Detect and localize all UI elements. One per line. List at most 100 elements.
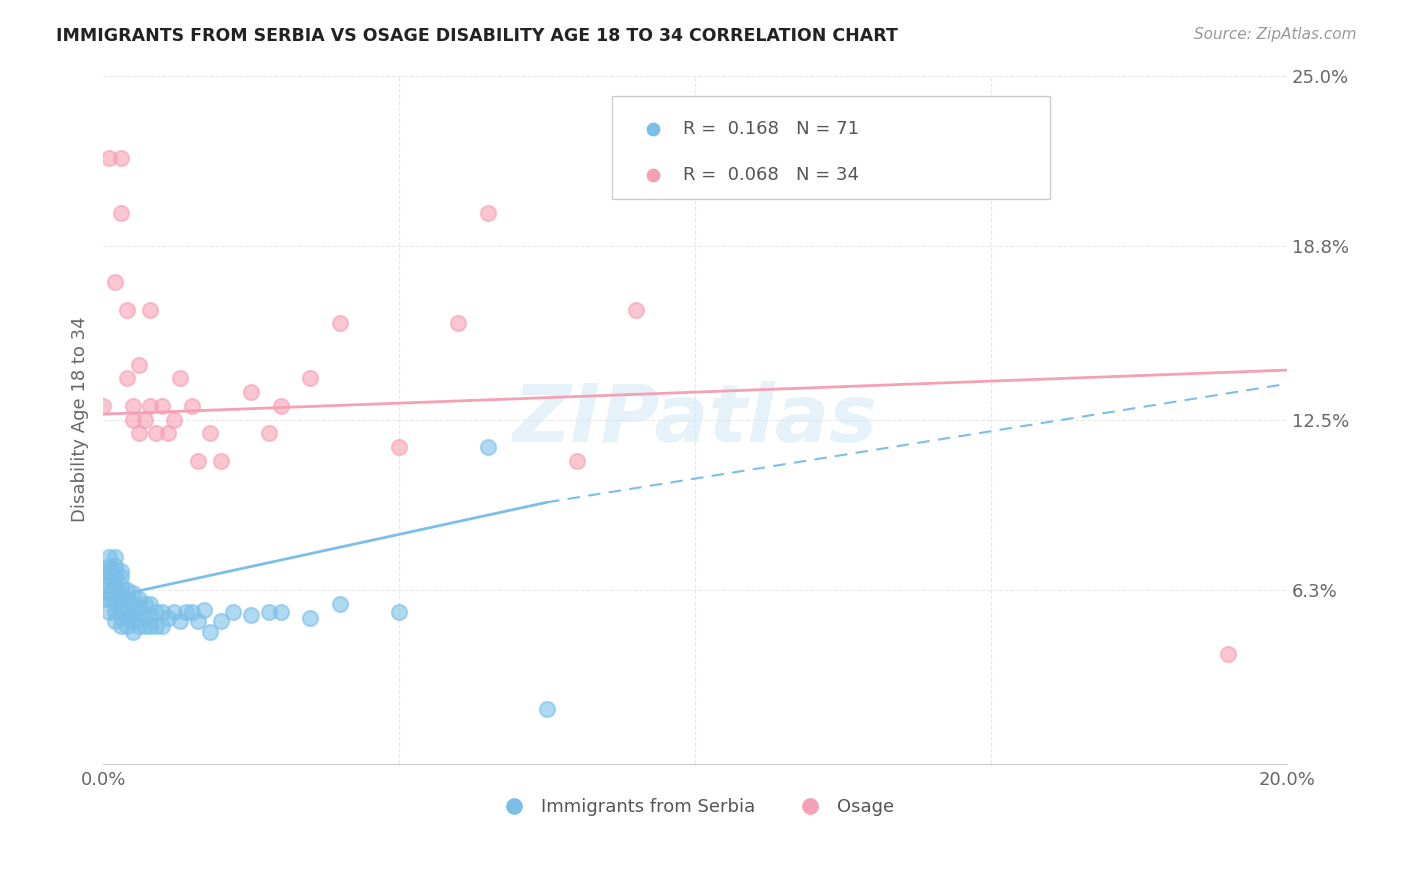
Point: [121, 624, 143, 639]
Point: [128, 426, 150, 441]
Point: [150, 619, 173, 633]
Point: [110, 594, 132, 608]
Point: [98, 606, 121, 620]
Point: [134, 412, 156, 426]
Point: [257, 606, 280, 620]
Point: [150, 606, 173, 620]
Point: [98, 578, 121, 592]
Point: [121, 586, 143, 600]
Point: [150, 399, 173, 413]
Point: [187, 454, 209, 468]
Point: [104, 550, 127, 565]
Point: [145, 606, 167, 620]
Point: [134, 619, 156, 633]
Point: [115, 371, 138, 385]
Point: [240, 385, 263, 400]
Point: [91, 591, 114, 606]
Point: [128, 358, 150, 372]
Point: [139, 608, 162, 623]
Point: [198, 426, 221, 441]
Point: [270, 399, 292, 413]
Point: [139, 302, 162, 317]
Point: [110, 569, 132, 583]
Point: [128, 619, 150, 633]
Point: [104, 275, 127, 289]
Point: [169, 371, 191, 385]
Point: [110, 602, 132, 616]
Point: [121, 412, 143, 426]
Point: [565, 454, 588, 468]
Point: [180, 399, 202, 413]
Text: R =  0.168   N = 71: R = 0.168 N = 71: [683, 120, 859, 138]
Point: [134, 611, 156, 625]
Point: [121, 606, 143, 620]
Point: [104, 597, 127, 611]
Point: [187, 614, 209, 628]
Point: [270, 606, 292, 620]
Point: [180, 606, 202, 620]
Point: [299, 611, 322, 625]
Point: [211, 454, 233, 468]
Point: [477, 440, 499, 454]
Point: [98, 558, 121, 573]
Point: [91, 564, 114, 578]
Point: [110, 578, 132, 592]
Point: [128, 611, 150, 625]
Point: [388, 606, 411, 620]
Point: [115, 302, 138, 317]
Point: [240, 608, 263, 623]
Point: [145, 619, 167, 633]
Point: [157, 426, 180, 441]
Point: [388, 440, 411, 454]
Point: [145, 426, 167, 441]
Point: [91, 399, 114, 413]
Point: [110, 564, 132, 578]
Point: [299, 371, 322, 385]
Point: [104, 591, 127, 606]
Point: [104, 606, 127, 620]
Point: [98, 591, 121, 606]
Point: [115, 611, 138, 625]
Point: [1216, 647, 1239, 661]
Text: R =  0.068   N = 34: R = 0.068 N = 34: [683, 166, 859, 185]
Point: [329, 316, 352, 330]
Point: [169, 614, 191, 628]
Point: [104, 578, 127, 592]
Point: [115, 602, 138, 616]
Point: [110, 151, 132, 165]
Point: [477, 206, 499, 220]
Point: [104, 558, 127, 573]
Point: [139, 619, 162, 633]
Point: [98, 151, 121, 165]
Point: [91, 578, 114, 592]
Point: [104, 564, 127, 578]
Text: ZIPatlas: ZIPatlas: [512, 381, 877, 458]
Text: IMMIGRANTS FROM SERBIA VS OSAGE DISABILITY AGE 18 TO 34 CORRELATION CHART: IMMIGRANTS FROM SERBIA VS OSAGE DISABILI…: [56, 27, 898, 45]
Point: [128, 599, 150, 614]
Point: [98, 564, 121, 578]
Point: [193, 602, 215, 616]
Point: [115, 583, 138, 598]
Point: [447, 316, 470, 330]
Point: [157, 611, 180, 625]
Point: [115, 591, 138, 606]
Point: [104, 569, 127, 583]
Point: [536, 702, 558, 716]
Point: [110, 586, 132, 600]
Point: [121, 597, 143, 611]
Point: [163, 412, 186, 426]
Point: [121, 614, 143, 628]
Legend: Immigrants from Serbia, Osage: Immigrants from Serbia, Osage: [489, 791, 901, 823]
Point: [98, 586, 121, 600]
Point: [624, 302, 647, 317]
Point: [163, 606, 186, 620]
Point: [98, 569, 121, 583]
Point: [128, 591, 150, 606]
Point: [110, 619, 132, 633]
FancyBboxPatch shape: [612, 96, 1050, 200]
Point: [110, 206, 132, 220]
Point: [134, 597, 156, 611]
Point: [198, 624, 221, 639]
Point: [222, 606, 245, 620]
Point: [115, 619, 138, 633]
